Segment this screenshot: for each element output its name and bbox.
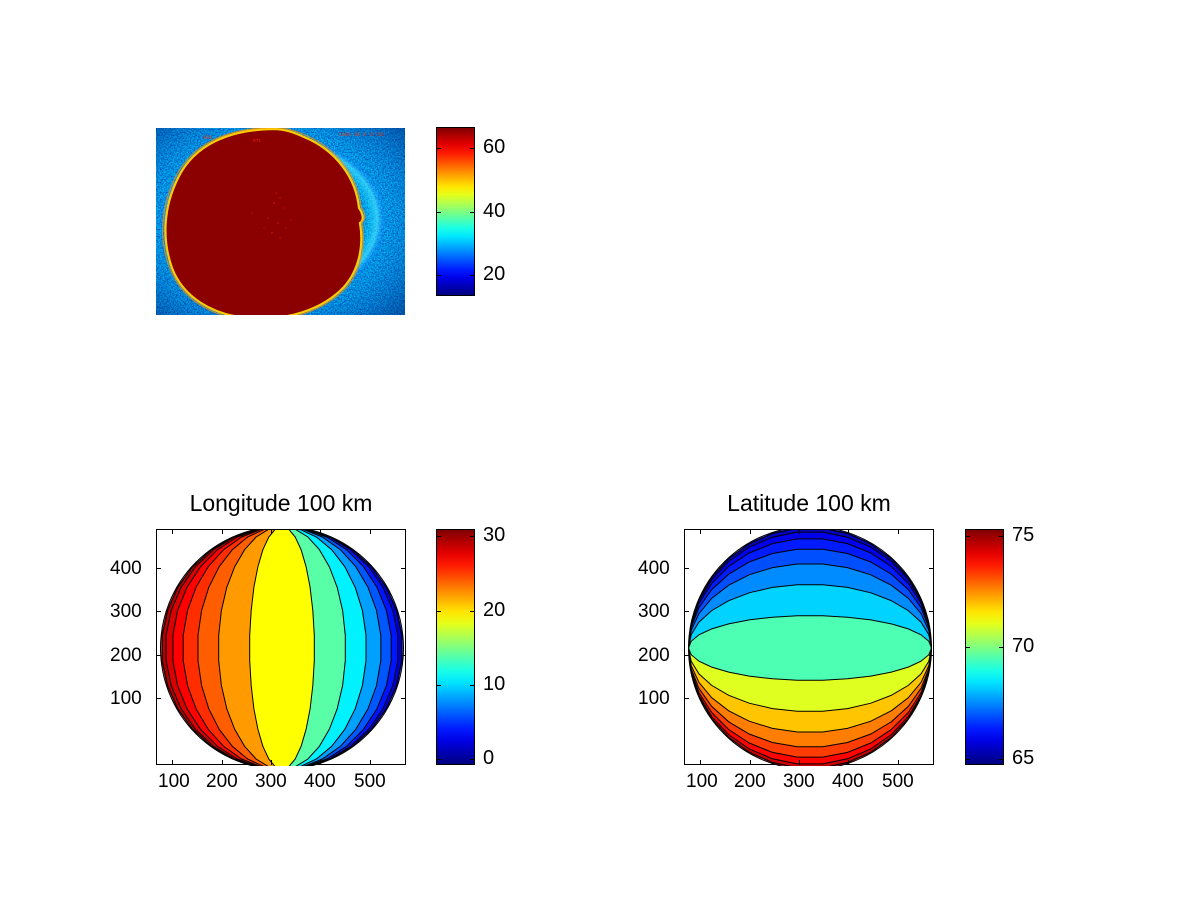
svg-text:981: 981 bbox=[203, 134, 214, 141]
svg-text:2006 09 8 17:02: 2006 09 8 17:02 bbox=[339, 132, 384, 138]
svg-text:071: 071 bbox=[253, 138, 261, 144]
